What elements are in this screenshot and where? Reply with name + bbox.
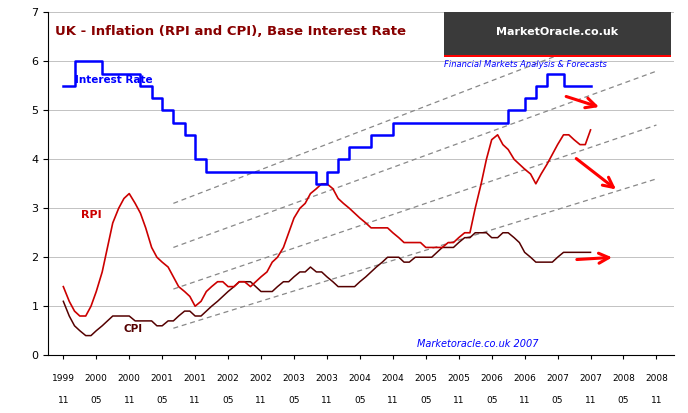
Text: 2001: 2001 — [151, 374, 173, 383]
Text: 05: 05 — [420, 396, 431, 405]
Text: 2006: 2006 — [513, 374, 536, 383]
Text: CPI: CPI — [124, 324, 143, 334]
Text: 2008: 2008 — [645, 374, 668, 383]
Text: 2007: 2007 — [579, 374, 602, 383]
Text: RPI: RPI — [81, 210, 102, 220]
Text: 11: 11 — [321, 396, 333, 405]
Text: 2007: 2007 — [546, 374, 569, 383]
Text: 11: 11 — [255, 396, 267, 405]
Text: 05: 05 — [486, 396, 497, 405]
Text: 11: 11 — [189, 396, 201, 405]
Text: 11: 11 — [123, 396, 135, 405]
Text: 1999: 1999 — [52, 374, 75, 383]
Text: 05: 05 — [354, 396, 365, 405]
Text: 11: 11 — [453, 396, 464, 405]
Text: 05: 05 — [91, 396, 102, 405]
Text: 05: 05 — [552, 396, 563, 405]
Text: 2002: 2002 — [217, 374, 239, 383]
FancyBboxPatch shape — [444, 12, 671, 57]
Text: 2004: 2004 — [349, 374, 372, 383]
Text: 05: 05 — [288, 396, 300, 405]
Text: 2005: 2005 — [447, 374, 470, 383]
Text: MarketOracle.co.uk: MarketOracle.co.uk — [496, 28, 619, 38]
Text: 11: 11 — [58, 396, 69, 405]
Text: 11: 11 — [651, 396, 662, 405]
Text: 05: 05 — [156, 396, 168, 405]
Text: 11: 11 — [519, 396, 530, 405]
Text: Interest Rate: Interest Rate — [74, 76, 152, 85]
Text: 05: 05 — [222, 396, 234, 405]
Text: 2000: 2000 — [85, 374, 108, 383]
Text: UK - Inflation (RPI and CPI), Base Interest Rate: UK - Inflation (RPI and CPI), Base Inter… — [55, 26, 406, 38]
Text: 2002: 2002 — [250, 374, 272, 383]
Text: 2005: 2005 — [414, 374, 437, 383]
Text: Marketoracle.co.uk 2007: Marketoracle.co.uk 2007 — [417, 339, 539, 349]
Text: 2001: 2001 — [184, 374, 206, 383]
Text: Financial Markets Analysis & Forecasts: Financial Markets Analysis & Forecasts — [444, 60, 606, 69]
Text: 2008: 2008 — [612, 374, 635, 383]
Text: 2004: 2004 — [381, 374, 405, 383]
Text: 11: 11 — [585, 396, 596, 405]
Text: 2006: 2006 — [480, 374, 503, 383]
Text: 2003: 2003 — [283, 374, 305, 383]
Text: 2000: 2000 — [118, 374, 140, 383]
Text: 2003: 2003 — [316, 374, 338, 383]
Text: 05: 05 — [618, 396, 630, 405]
Text: 11: 11 — [387, 396, 398, 405]
FancyBboxPatch shape — [444, 55, 671, 57]
